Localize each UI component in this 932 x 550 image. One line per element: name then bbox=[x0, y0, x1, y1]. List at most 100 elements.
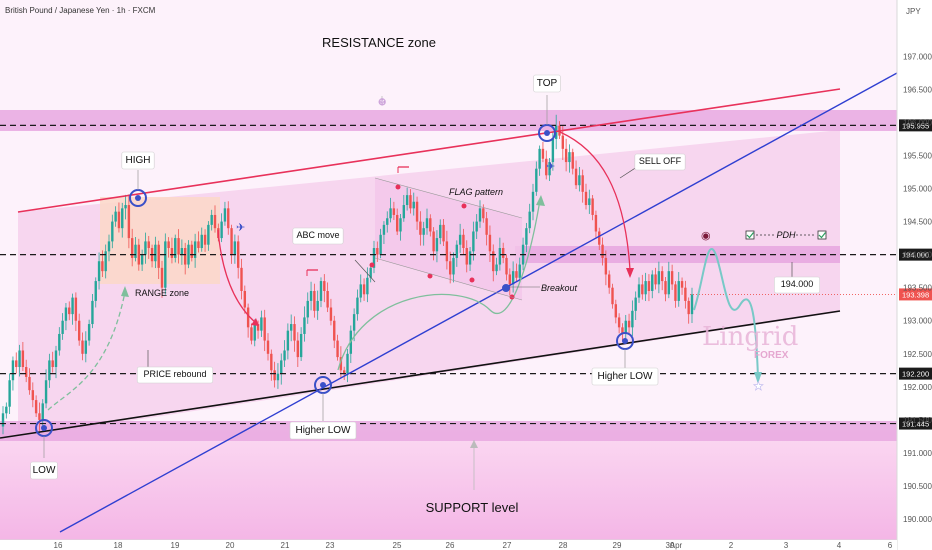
candle-body bbox=[44, 380, 48, 404]
candle-body bbox=[296, 340, 300, 358]
candle-body bbox=[455, 244, 459, 258]
x-tick-label: 18 bbox=[114, 541, 123, 550]
candle-body bbox=[124, 205, 127, 209]
candle-body bbox=[386, 218, 389, 225]
candle-body bbox=[18, 350, 21, 368]
x-tick-label: 19 bbox=[171, 541, 180, 550]
price-tag bbox=[899, 119, 932, 132]
price-tag bbox=[899, 248, 932, 261]
price-tag-label: 192.200 bbox=[902, 370, 929, 379]
label-box bbox=[30, 461, 58, 480]
candle-body bbox=[462, 234, 465, 249]
y-tick-label: 194.000 bbox=[903, 251, 932, 260]
candle-body bbox=[419, 221, 422, 235]
candle-body bbox=[578, 175, 581, 186]
y-tick-label: 190.000 bbox=[903, 515, 932, 524]
annotation-text: PRICE rebound bbox=[143, 369, 206, 379]
candle-body bbox=[442, 224, 445, 242]
candle-body bbox=[177, 238, 180, 255]
x-tick-label: 26 bbox=[446, 541, 455, 550]
x-tick-label: 6 bbox=[888, 541, 893, 550]
annotation-text: Higher LOW bbox=[597, 371, 653, 382]
candle-body bbox=[227, 208, 230, 229]
candle-body bbox=[664, 281, 667, 295]
candle-body bbox=[64, 307, 68, 321]
candle-body bbox=[309, 290, 313, 301]
support-trendline[interactable] bbox=[0, 310, 841, 439]
candle-body bbox=[121, 208, 124, 229]
candle-body bbox=[77, 320, 81, 341]
label-box bbox=[121, 151, 155, 170]
x-tick-label: 21 bbox=[281, 541, 290, 550]
resistance-trendline[interactable] bbox=[17, 88, 841, 213]
candle-body bbox=[203, 234, 207, 245]
y-tick-label: 196.500 bbox=[903, 85, 932, 94]
candle-body bbox=[38, 413, 41, 420]
candle-body bbox=[68, 307, 71, 315]
candle-body bbox=[598, 231, 601, 245]
candle-body bbox=[472, 231, 475, 252]
candle-body bbox=[326, 290, 329, 308]
candle-body bbox=[660, 271, 664, 282]
pdh-zone bbox=[515, 246, 840, 263]
candle-body bbox=[31, 390, 35, 401]
candle-body bbox=[545, 158, 548, 176]
candle-body bbox=[641, 284, 644, 295]
candle-body bbox=[200, 234, 203, 249]
candle-body bbox=[41, 403, 44, 420]
candle-body bbox=[283, 350, 286, 361]
candle-body bbox=[339, 357, 343, 371]
candle-body bbox=[445, 241, 449, 262]
candle-body bbox=[8, 380, 11, 407]
candle-body bbox=[611, 287, 614, 305]
y-tick-label: 193.500 bbox=[903, 284, 932, 293]
candle-body bbox=[382, 224, 386, 235]
candle-body bbox=[356, 297, 359, 315]
candle-body bbox=[465, 248, 468, 265]
y-tick-label: 192.000 bbox=[903, 383, 932, 392]
price-tag-label: 191.445 bbox=[902, 420, 929, 429]
price-levels: 195.955 194.000 193.398 192.200 191.445 bbox=[0, 119, 932, 430]
candle-body bbox=[210, 214, 213, 225]
candle-body bbox=[24, 367, 28, 377]
y-tick-label: 196.000 bbox=[903, 118, 932, 127]
candle-body bbox=[240, 267, 243, 291]
annotation-text: SELL OFF bbox=[639, 156, 682, 166]
candle-body bbox=[435, 238, 439, 252]
candle-body bbox=[647, 281, 651, 291]
range-zone-box bbox=[100, 197, 220, 284]
candle-body bbox=[412, 201, 415, 209]
candle-body bbox=[253, 324, 256, 341]
candle-body bbox=[379, 234, 382, 255]
candle-body bbox=[588, 198, 591, 206]
candle-body bbox=[528, 211, 531, 229]
candle-body bbox=[250, 327, 253, 341]
annotation-labels: TOP HIGH LOW RANGE zone PRICE rebound ABC mov… bbox=[30, 35, 820, 515]
channel-area bbox=[18, 130, 840, 438]
candle-body bbox=[197, 241, 200, 249]
candle-body bbox=[518, 264, 521, 278]
candle-body bbox=[54, 350, 58, 368]
x-tick-label: 16 bbox=[54, 541, 63, 550]
support-area bbox=[0, 430, 897, 540]
label-box bbox=[289, 421, 357, 440]
candle-body bbox=[28, 376, 31, 391]
candle-body bbox=[183, 248, 187, 265]
candle-body bbox=[617, 317, 621, 328]
candle-body bbox=[631, 310, 634, 328]
candle-body bbox=[246, 307, 250, 328]
candle-body bbox=[607, 274, 611, 288]
candle-body bbox=[677, 281, 680, 301]
annotation-text: RANGE zone bbox=[135, 288, 189, 298]
sell-off-arrowhead bbox=[626, 268, 634, 278]
candle-body bbox=[584, 191, 588, 206]
candle-body bbox=[111, 221, 114, 242]
candle-body bbox=[561, 135, 565, 149]
candle-body bbox=[376, 248, 379, 255]
candle-body bbox=[34, 400, 38, 414]
candle-body bbox=[193, 241, 197, 258]
price-tag bbox=[899, 367, 932, 380]
candle-body bbox=[293, 324, 296, 341]
candle-body bbox=[220, 221, 223, 239]
